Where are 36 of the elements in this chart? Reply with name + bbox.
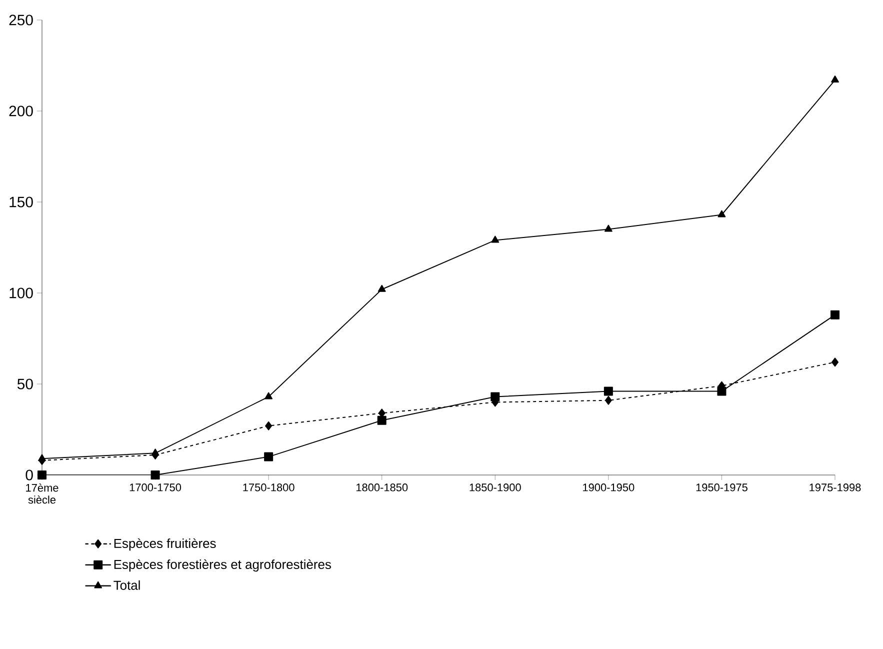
x-tick-label: 17ème siècle — [26, 484, 58, 504]
y-tick-label: 200 — [9, 106, 33, 116]
x-tick-label: 1750-1800 — [243, 484, 294, 492]
point — [490, 392, 500, 402]
point — [264, 392, 273, 400]
point — [265, 421, 272, 430]
x-tick-label: 1950-1975 — [696, 484, 748, 492]
point — [604, 224, 612, 232]
point — [377, 416, 386, 425]
point — [604, 396, 612, 405]
x-tick-label: 1800-1850 — [356, 484, 408, 492]
legend-label: Espèces forestières et agroforestières — [114, 559, 331, 572]
point — [604, 386, 613, 396]
point — [491, 236, 500, 243]
point — [38, 470, 46, 480]
point — [38, 454, 46, 462]
x-tick-label: 1975-1998 — [810, 484, 861, 492]
point — [264, 452, 274, 462]
point — [717, 386, 726, 396]
y-tick-label: 150 — [10, 196, 33, 208]
legend-label: Espèces fruitières — [114, 538, 216, 551]
y-tick-label: 50 — [17, 378, 33, 390]
point — [831, 76, 839, 83]
legend-label: Total — [114, 580, 140, 590]
point — [151, 448, 160, 456]
x-tick-label: 1900-1950 — [583, 484, 634, 492]
x-tick-label: 1700-1750 — [130, 484, 182, 492]
point — [150, 470, 160, 480]
point — [832, 358, 839, 367]
x-tick-label: 1850-1900 — [470, 484, 521, 492]
point — [718, 210, 726, 218]
point — [830, 310, 840, 320]
y-tick-label: 0 — [26, 470, 33, 480]
y-tick-label: 250 — [9, 14, 33, 26]
y-tick-label: 100 — [10, 288, 33, 298]
point — [378, 284, 386, 292]
